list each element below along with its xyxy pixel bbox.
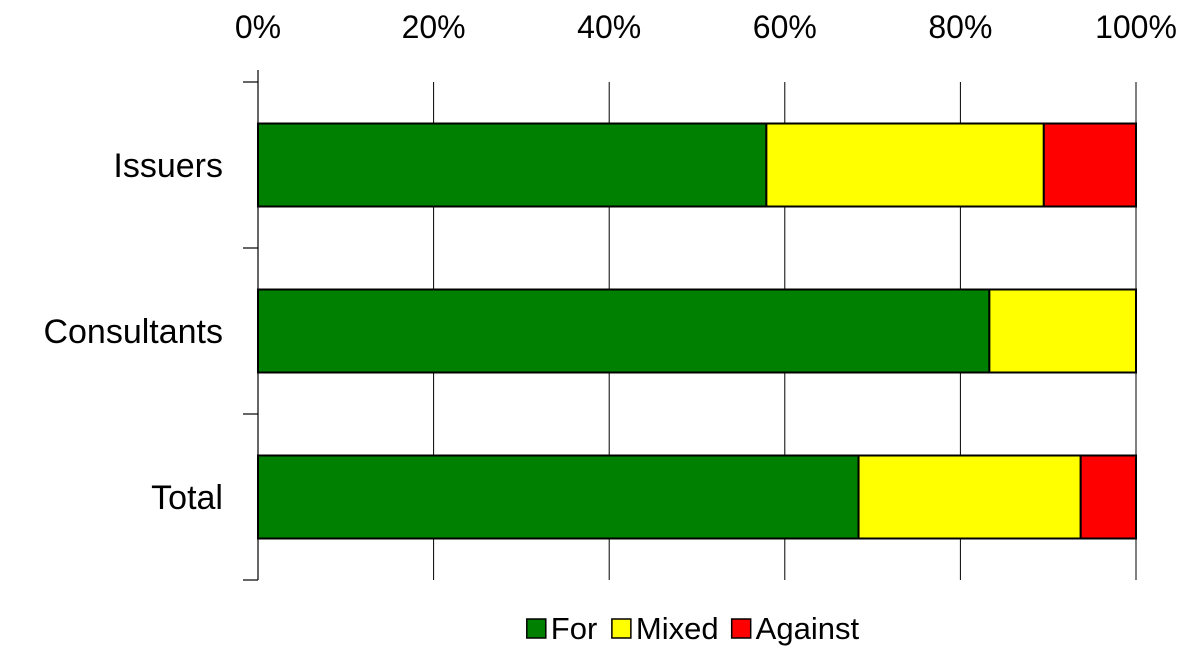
x-tick-labels: 0% 20% 40% 60% 80% 100% xyxy=(235,9,1177,45)
legend: For Mixed Against xyxy=(526,611,860,646)
legend-label-against: Against xyxy=(756,611,860,646)
x-tick-label-0pct: 0% xyxy=(235,9,281,45)
x-tick-label-60pct: 60% xyxy=(753,9,817,45)
bar-consultants-for xyxy=(257,288,991,374)
x-tick-label-40pct: 40% xyxy=(577,9,641,45)
category-label-total: Total xyxy=(151,479,223,517)
legend-label-for: For xyxy=(551,611,598,646)
x-tick-label-100pct: 100% xyxy=(1095,9,1177,45)
bar-consultants-mixed xyxy=(988,288,1138,374)
bar-total-mixed xyxy=(857,454,1082,540)
bars xyxy=(257,122,1138,540)
legend-swatch-for xyxy=(526,618,547,639)
bar-issuers-for xyxy=(257,122,768,208)
legend-label-mixed: Mixed xyxy=(636,611,719,646)
x-tick-label-20pct: 20% xyxy=(402,9,466,45)
legend-swatch-against xyxy=(730,618,752,639)
bar-issuers-against xyxy=(1042,122,1138,208)
bar-issuers-mixed xyxy=(765,122,1045,208)
category-label-consultants: Consultants xyxy=(43,313,223,351)
legend-swatch-mixed xyxy=(611,618,632,639)
bar-total-against xyxy=(1079,454,1138,540)
x-tick-label-80pct: 80% xyxy=(928,9,992,45)
category-label-issuers: Issuers xyxy=(113,147,223,185)
axes xyxy=(243,70,259,581)
bar-total-for xyxy=(257,454,860,540)
category-labels: Issuers Consultants Total xyxy=(43,147,223,517)
